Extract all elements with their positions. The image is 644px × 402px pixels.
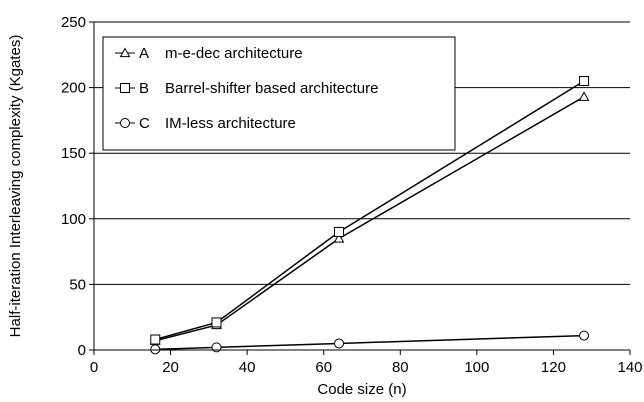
series-c	[150, 330, 590, 355]
series-b	[150, 76, 590, 345]
x-tick-label: 60	[315, 359, 332, 376]
x-axis-title: Code size (n)	[317, 381, 406, 398]
data-point	[578, 91, 590, 101]
tick-labels: 0 50 100 150 200 250 0 20 40 60 80 100 120 140	[61, 14, 643, 376]
legend-marker	[119, 47, 131, 58]
data-point	[334, 338, 345, 349]
x-tick-label: 0	[90, 359, 98, 376]
data-point	[333, 232, 345, 243]
legend-label: IM-less architecture	[165, 115, 296, 132]
series-line	[155, 80, 585, 341]
x-tick-label: 120	[541, 359, 566, 376]
data-point	[579, 76, 590, 87]
x-tick-label: 100	[464, 359, 489, 376]
axes	[93, 22, 630, 351]
x-tick-label: 140	[617, 359, 642, 376]
legend-label: m-e-dec architecture	[165, 45, 303, 62]
series-line	[155, 334, 585, 351]
x-tick-label: 20	[162, 359, 179, 376]
series-line	[155, 96, 585, 342]
legend-entry: C IM-less architecture	[115, 115, 296, 132]
data-point	[150, 334, 161, 345]
data-point	[334, 226, 345, 237]
plot-series	[149, 76, 590, 355]
legend-letter: C	[139, 115, 150, 132]
legend-letter: B	[139, 80, 149, 97]
y-tick-label: 50	[69, 276, 86, 293]
data-point	[211, 342, 222, 353]
y-tick-label: 150	[61, 145, 86, 162]
y-tick-label: 200	[61, 80, 86, 97]
legend-entry: B Barrel-shifter based architecture	[115, 80, 378, 97]
y-axis-title: Half-iteration Interleaving complexity (…	[7, 35, 24, 338]
legend-marker	[120, 118, 130, 128]
x-tick-label: 80	[392, 359, 409, 376]
series-a	[149, 91, 590, 345]
x-tick-label: 40	[239, 359, 256, 376]
y-tick-label: 0	[78, 342, 86, 359]
data-point	[150, 344, 161, 355]
legend-marker	[120, 83, 130, 93]
y-tick-label: 250	[61, 14, 86, 31]
legend-box	[102, 36, 456, 151]
legend-label: Barrel-shifter based architecture	[165, 80, 378, 97]
data-point	[579, 330, 590, 341]
legend-letter: A	[139, 45, 149, 62]
data-point	[211, 317, 222, 328]
y-tick-label: 100	[61, 211, 86, 228]
